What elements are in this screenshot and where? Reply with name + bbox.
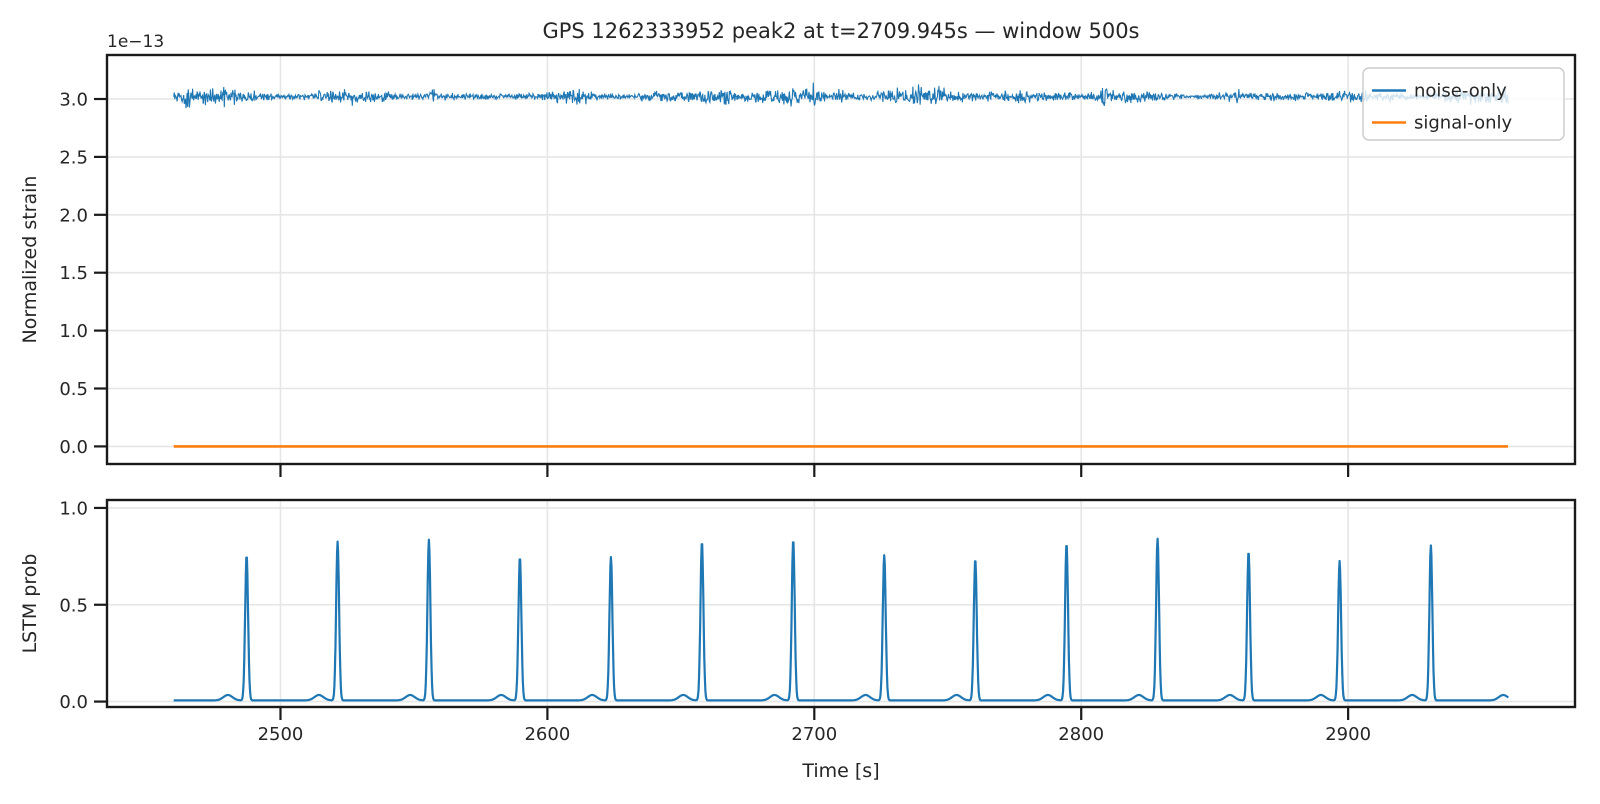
lstm-grid	[107, 500, 1575, 707]
lstm-spines	[105, 498, 1577, 709]
y-tick-label: 0.5	[59, 379, 88, 400]
noise-only-line	[173, 82, 1509, 109]
y-axis-offset-text: 1e−13	[107, 32, 164, 52]
lstm-prob-line	[173, 537, 1509, 702]
legend-label-noise-only: noise-only	[1414, 81, 1507, 102]
y-tick-label: 2.0	[59, 205, 88, 226]
x-tick-label: 2900	[1325, 724, 1371, 745]
lstm-tick-labels: 0.0 0.5 1.0 2500 2600 2700 2800 2900	[59, 498, 1371, 745]
y-tick-label: 0.0	[59, 692, 88, 713]
y-tick-label: 1.5	[59, 263, 88, 284]
x-axis-label: Time [s]	[801, 760, 879, 782]
x-tick-label: 2600	[524, 724, 570, 745]
x-tick-label: 2800	[1058, 724, 1104, 745]
lstm-ticks	[94, 506, 1350, 720]
y-tick-label: 1.0	[59, 498, 88, 519]
x-tick-label: 2700	[791, 724, 837, 745]
y-tick-label: 0.0	[59, 437, 88, 458]
chart-title: GPS 1262333952 peak2 at t=2709.945s — wi…	[542, 19, 1139, 43]
strain-axes: 0.0 0.5 1.0 1.5 2.0 2.5 3.0 GPS 1262333952 pea…	[19, 19, 1577, 477]
lstm-y-axis-label: LSTM prob	[19, 554, 41, 654]
strain-ticks	[94, 97, 1350, 477]
y-tick-label: 3.0	[59, 90, 88, 111]
strain-y-axis-label: Normalized strain	[19, 176, 41, 344]
y-tick-label: 0.5	[59, 595, 88, 616]
legend: noise-only signal-only	[1362, 67, 1565, 141]
strain-tick-labels: 0.0 0.5 1.0 1.5 2.0 2.5 3.0	[59, 90, 88, 458]
y-tick-label: 2.5	[59, 147, 88, 168]
legend-label-signal-only: signal-only	[1414, 113, 1512, 134]
strain-grid	[107, 55, 1575, 464]
x-tick-label: 2500	[258, 724, 304, 745]
legend-box	[1362, 67, 1565, 141]
y-tick-label: 1.0	[59, 321, 88, 342]
strain-spines	[105, 53, 1577, 466]
